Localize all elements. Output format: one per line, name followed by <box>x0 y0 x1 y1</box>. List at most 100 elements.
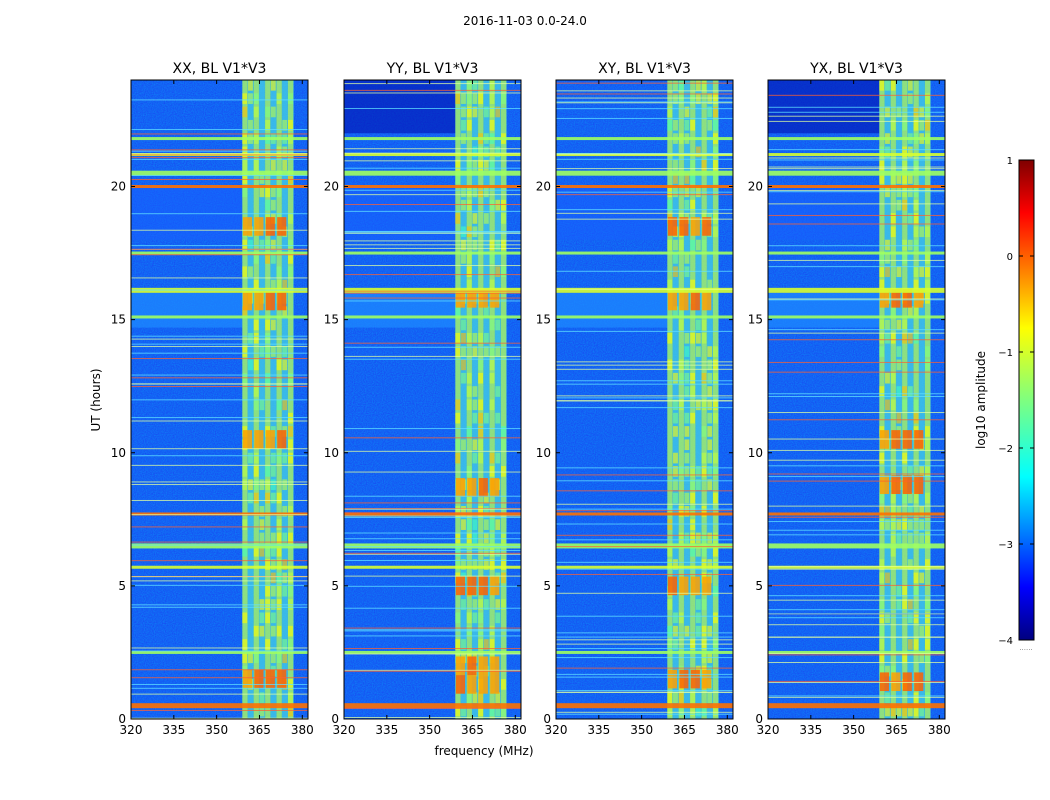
rfi-cell <box>259 346 265 357</box>
rfi-cell <box>282 559 288 570</box>
horizontal-band <box>768 185 945 188</box>
y-tick-label: 10 <box>748 446 763 460</box>
rfi-cell <box>248 239 253 251</box>
rfi-cell <box>495 319 501 331</box>
rfi-cell <box>913 705 919 717</box>
x-tick-label: 350 <box>842 723 865 737</box>
y-tick-label: 10 <box>111 446 126 460</box>
rfi-cell <box>466 399 472 411</box>
horizontal-line <box>344 546 521 548</box>
rfi-cell <box>707 479 713 491</box>
rfi-bright-patch <box>914 289 924 308</box>
horizontal-line <box>768 203 945 205</box>
rfi-cell <box>673 559 678 570</box>
rfi-cell <box>501 705 506 717</box>
rfi-cell <box>282 532 288 544</box>
y-tick-label: 20 <box>536 180 551 194</box>
rfi-cell <box>288 532 293 544</box>
x-tick-label: 335 <box>375 723 398 737</box>
rfi-cell <box>667 119 673 131</box>
rfi-cell <box>684 332 690 344</box>
rfi-cell <box>713 705 718 717</box>
rfi-cell <box>673 426 678 437</box>
rfi-cell <box>489 106 495 118</box>
horizontal-line <box>131 174 308 176</box>
rfi-cell <box>461 519 466 530</box>
rfi-cell <box>701 319 707 331</box>
rfi-cell <box>253 652 259 664</box>
rfi-cell <box>896 346 902 357</box>
rfi-cell <box>890 506 896 517</box>
y-tick-label: 0 <box>755 712 763 726</box>
rfi-cell <box>907 466 913 477</box>
rfi-cell <box>472 519 478 530</box>
rfi-cell <box>483 519 489 530</box>
horizontal-line <box>131 338 308 340</box>
rfi-cell <box>282 359 288 371</box>
rfi-cell <box>902 452 908 464</box>
rfi-cell <box>253 253 259 264</box>
horizontal-line <box>344 240 521 242</box>
rfi-cell <box>890 332 896 344</box>
horizontal-line <box>131 683 308 685</box>
rfi-channel <box>483 80 490 719</box>
rfi-cell <box>713 532 718 544</box>
rfi-cell <box>925 119 930 131</box>
rfi-cell <box>259 532 265 544</box>
rfi-cell <box>913 572 919 584</box>
horizontal-line <box>556 108 733 110</box>
horizontal-line <box>344 346 521 348</box>
horizontal-line <box>556 270 733 272</box>
rfi-cell <box>478 186 484 198</box>
horizontal-line <box>131 129 308 131</box>
rfi-cell <box>495 452 501 464</box>
rfi-cell <box>489 319 495 331</box>
horizontal-band <box>768 251 945 255</box>
rfi-bright-patch <box>242 669 253 689</box>
rfi-cell <box>495 412 501 424</box>
horizontal-line <box>768 266 945 268</box>
horizontal-line <box>344 230 521 232</box>
rfi-cell <box>690 412 696 424</box>
rfi-cell <box>483 545 489 557</box>
rfi-cell <box>489 279 495 291</box>
rfi-cell <box>242 545 248 557</box>
rfi-cell <box>913 279 919 291</box>
rfi-cell <box>472 80 478 91</box>
horizontal-band <box>556 565 733 569</box>
y-tick-label: 0 <box>331 712 339 726</box>
rfi-cell <box>684 625 690 637</box>
rfi-channel <box>501 80 507 719</box>
horizontal-line <box>344 512 521 514</box>
rfi-cell <box>885 705 890 717</box>
heatmap-enhanced-region <box>768 293 880 328</box>
rfi-cell <box>276 359 282 371</box>
rfi-cell <box>253 466 259 477</box>
rfi-cell <box>690 492 696 504</box>
horizontal-line <box>344 717 521 719</box>
rfi-cell <box>248 652 253 664</box>
horizontal-band <box>768 703 945 709</box>
rfi-cell <box>684 439 690 451</box>
rfi-cell <box>461 346 466 357</box>
rfi-cell <box>276 146 282 158</box>
colorbar-tick-label: 0 <box>1007 252 1013 263</box>
rfi-cell <box>907 146 913 158</box>
rfi-cell <box>885 319 890 331</box>
rfi-cell <box>913 159 919 171</box>
horizontal-band <box>131 543 308 549</box>
horizontal-line <box>131 650 308 652</box>
rfi-cell <box>695 599 701 610</box>
rfi-cell <box>282 452 288 464</box>
rfi-cell <box>684 199 690 211</box>
rfi-cell <box>242 466 248 477</box>
rfi-cell <box>472 452 478 464</box>
rfi-cell <box>288 426 293 437</box>
rfi-cell <box>673 466 678 477</box>
rfi-cell <box>466 466 472 477</box>
rfi-cell <box>248 332 253 344</box>
horizontal-band <box>556 703 733 709</box>
horizontal-line <box>556 361 733 363</box>
rfi-cell <box>489 705 495 717</box>
horizontal-band <box>556 650 733 654</box>
